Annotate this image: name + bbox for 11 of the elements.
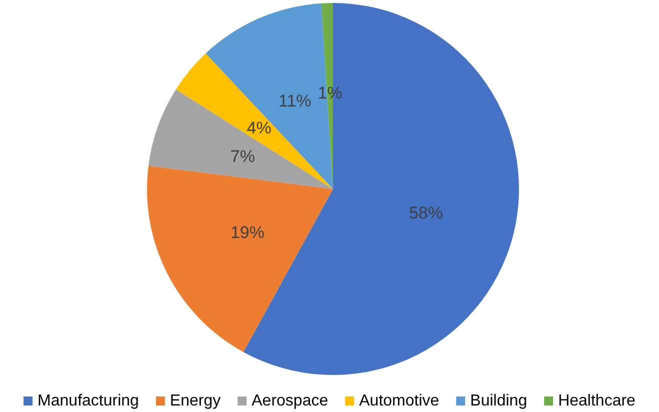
legend-label: Healthcare bbox=[558, 392, 636, 410]
data-label: 11% bbox=[278, 91, 312, 110]
data-label: 58% bbox=[408, 203, 443, 222]
legend-label: Automotive bbox=[359, 392, 440, 410]
legend-label: Building bbox=[470, 392, 528, 410]
data-label: 7% bbox=[230, 146, 255, 166]
legend-label: Manufacturing bbox=[38, 392, 139, 410]
legend-label: Aerospace bbox=[252, 392, 328, 410]
legend-label: Energy bbox=[170, 392, 221, 410]
data-label: 19% bbox=[230, 223, 264, 242]
data-label: 4% bbox=[246, 118, 272, 138]
